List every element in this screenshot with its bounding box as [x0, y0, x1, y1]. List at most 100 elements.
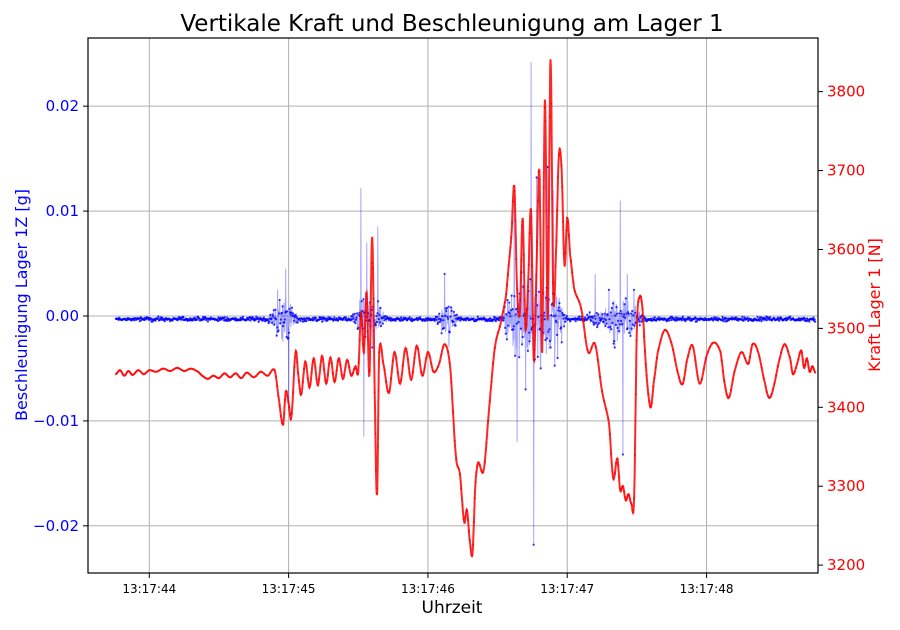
- force-point: [238, 375, 240, 378]
- force-point: [212, 374, 215, 377]
- acceleration-point: [504, 332, 507, 335]
- force-point: [623, 490, 626, 493]
- force-point: [119, 369, 122, 372]
- force-point: [450, 381, 453, 384]
- acceleration-point: [273, 323, 276, 326]
- force-point: [136, 369, 138, 372]
- acceleration-point: [528, 331, 531, 334]
- acceleration-point: [537, 290, 541, 293]
- acceleration-point: [182, 316, 185, 319]
- force-point: [722, 370, 724, 373]
- acceleration-point: [613, 346, 616, 349]
- acceleration-point: [634, 311, 637, 314]
- acceleration-point: [609, 311, 612, 314]
- force-point: [462, 518, 465, 521]
- force-point: [279, 414, 282, 417]
- force-point: [477, 461, 480, 464]
- left-y-tick-label: 0.00: [46, 307, 79, 325]
- force-point: [739, 351, 742, 354]
- force-point: [393, 351, 396, 354]
- acceleration-point: [335, 317, 338, 320]
- force-point: [401, 364, 404, 367]
- acceleration-point: [544, 338, 547, 342]
- force-point: [735, 363, 738, 366]
- force-point: [396, 371, 399, 374]
- acceleration-point: [590, 319, 593, 322]
- acceleration-point: [528, 340, 531, 343]
- acceleration-point: [797, 317, 801, 320]
- force-point: [750, 348, 753, 350]
- force-point: [549, 59, 552, 62]
- force-point: [656, 356, 658, 359]
- force-point: [746, 362, 748, 364]
- acceleration-point: [438, 320, 441, 324]
- acceleration-point: [274, 308, 277, 311]
- force-point: [731, 379, 734, 382]
- force-point: [339, 364, 342, 367]
- force-point: [778, 358, 781, 361]
- force-point: [147, 369, 150, 372]
- force-point: [187, 368, 190, 371]
- force-point: [557, 153, 560, 156]
- force-point: [282, 422, 285, 425]
- acceleration-point: [494, 320, 497, 323]
- force-point: [780, 351, 783, 354]
- force-point: [218, 377, 220, 380]
- force-point: [273, 369, 276, 372]
- acceleration-point: [633, 324, 636, 327]
- force-point: [728, 395, 731, 398]
- force-point: [613, 472, 616, 475]
- acceleration-point: [277, 329, 280, 332]
- force-point: [224, 372, 227, 375]
- acceleration-point: [595, 321, 598, 324]
- force-point: [733, 370, 736, 373]
- force-point: [678, 376, 681, 379]
- acceleration-point: [521, 335, 524, 339]
- force-point: [639, 295, 642, 298]
- force-point: [304, 360, 307, 363]
- force-point: [586, 348, 589, 351]
- force-point: [645, 374, 648, 377]
- acceleration-point: [361, 309, 364, 313]
- force-point: [616, 457, 619, 460]
- force-point: [129, 372, 132, 375]
- acceleration-point: [604, 318, 608, 321]
- force-point: [681, 382, 684, 385]
- acceleration-point: [553, 364, 556, 367]
- force-point: [123, 374, 126, 377]
- force-point: [468, 538, 471, 541]
- acceleration-point: [352, 317, 355, 320]
- acceleration-point: [629, 334, 632, 337]
- force-point: [372, 329, 375, 332]
- force-point: [166, 369, 169, 372]
- force-point: [480, 469, 483, 472]
- acceleration-point: [282, 325, 285, 328]
- force-point: [545, 209, 548, 212]
- force-point: [698, 382, 701, 385]
- acceleration-point: [139, 316, 142, 319]
- acceleration-point: [623, 313, 626, 316]
- force-point: [533, 348, 536, 351]
- acceleration-point: [290, 306, 293, 309]
- acceleration-point: [351, 315, 354, 318]
- acceleration-point: [554, 314, 557, 317]
- left-y-tick-label: 0.02: [46, 97, 79, 115]
- acceleration-point: [353, 312, 356, 315]
- force-point: [368, 368, 371, 371]
- acceleration-point: [377, 300, 380, 303]
- force-point: [460, 487, 463, 490]
- force-point: [285, 390, 288, 393]
- force-point: [288, 406, 291, 409]
- acceleration-point: [292, 314, 295, 317]
- force-point: [507, 264, 510, 267]
- force-point: [369, 320, 372, 323]
- acceleration-point: [610, 306, 613, 310]
- force-point: [134, 371, 137, 374]
- force-point: [767, 394, 769, 397]
- acceleration-point: [354, 318, 358, 321]
- acceleration-point: [435, 315, 439, 318]
- force-point: [261, 371, 264, 374]
- acceleration-point: [630, 312, 633, 315]
- force-point: [269, 371, 272, 374]
- force-point: [769, 396, 772, 398]
